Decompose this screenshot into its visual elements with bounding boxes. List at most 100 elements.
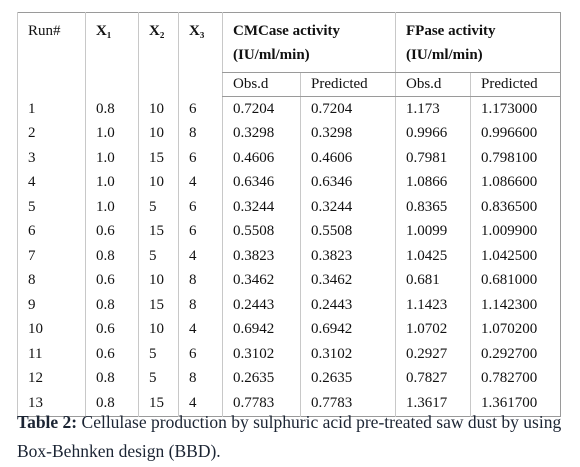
table-cell: 7 <box>17 244 86 269</box>
table-cell: 4 <box>178 391 223 416</box>
table-cell: 0.6942 <box>300 317 396 342</box>
table-cell: 1.070200 <box>470 317 561 342</box>
table-cell: 0.4606 <box>300 146 396 171</box>
table-cell: 1.0 <box>85 170 139 195</box>
subheader-cell: Predicted <box>300 72 396 97</box>
table-cell: 1.086600 <box>470 170 561 195</box>
table-row: 1 0.8 10 6 0.7204 0.7204 1.173 1.173000 <box>17 96 561 122</box>
table-cell: 0.681 <box>395 268 471 293</box>
table-cell: 0.292700 <box>470 342 561 367</box>
table-cell: 10 <box>138 317 179 342</box>
table-cell: 0.3298 <box>222 121 301 146</box>
table-cell: 10 <box>138 96 179 122</box>
table-cell: 10 <box>138 268 179 293</box>
table-cell: 15 <box>138 391 179 416</box>
table-cell: 6 <box>17 219 86 244</box>
table-cell: 0.836500 <box>470 195 561 220</box>
table-cell: 15 <box>138 219 179 244</box>
table-cell: 1.173 <box>395 96 471 122</box>
table-cell: 0.8 <box>85 391 139 416</box>
table-cell: 1.0866 <box>395 170 471 195</box>
header-cell: X₁ <box>85 12 139 97</box>
table-row: 8 0.6 10 8 0.3462 0.3462 0.681 0.681000 <box>17 268 561 293</box>
table-cell: 0.3244 <box>222 195 301 220</box>
table-cell: 5 <box>138 342 179 367</box>
table-cell: 0.7204 <box>300 96 396 122</box>
table-cell: 0.8 <box>85 366 139 391</box>
table-row: 11 0.6 5 6 0.3102 0.3102 0.2927 0.292700 <box>17 342 561 367</box>
table-cell: 0.3823 <box>222 244 301 269</box>
table-cell: 1.042500 <box>470 244 561 269</box>
table-cell: 0.6 <box>85 317 139 342</box>
caption-label: Table 2: <box>17 412 78 432</box>
table-cell: 0.6346 <box>222 170 301 195</box>
table-row: 7 0.8 5 4 0.3823 0.3823 1.0425 1.042500 <box>17 244 561 269</box>
table-cell: 0.3462 <box>300 268 396 293</box>
caption-text: Cellulase production by sulphuric acid p… <box>17 412 562 461</box>
header-cell: X₃ <box>178 12 223 97</box>
table-cell: 1.0 <box>85 146 139 171</box>
table-cell: 11 <box>17 342 86 367</box>
table-cell: 4 <box>178 244 223 269</box>
table-cell: 4 <box>178 170 223 195</box>
table-cell: 8 <box>178 293 223 318</box>
subheader-cell: Obs.d <box>222 72 301 97</box>
header-group: CMCase activity (IU/ml/min) <box>222 12 396 73</box>
table-cell: 0.3298 <box>300 121 396 146</box>
table-cell: 12 <box>17 366 86 391</box>
table-wrap: Run# X₁ X₂ X₃ CMCase activity (IU/ml/min… <box>17 12 561 417</box>
table-cell: 1.3617 <box>395 391 471 416</box>
table-cell: 0.5508 <box>300 219 396 244</box>
table-body: 1 0.8 10 6 0.7204 0.7204 1.173 1.173000 2 1.0 10 8 0… <box>17 96 561 416</box>
table-cell: 1.0702 <box>395 317 471 342</box>
table-cell: 6 <box>178 96 223 122</box>
table-row: 12 0.8 5 8 0.2635 0.2635 0.7827 0.782700 <box>17 366 561 391</box>
table-cell: 0.6 <box>85 342 139 367</box>
table-cell: 4 <box>17 170 86 195</box>
table-row: 13 0.8 15 4 0.7783 0.7783 1.3617 1.361700 <box>17 391 561 416</box>
table-cell: 1.0 <box>85 195 139 220</box>
table-cell: 6 <box>178 342 223 367</box>
table-cell: 8 <box>178 268 223 293</box>
table-cell: 15 <box>138 293 179 318</box>
table-cell: 0.681000 <box>470 268 561 293</box>
table-row: 4 1.0 10 4 0.6346 0.6346 1.0866 1.086600 <box>17 170 561 195</box>
table-cell: 8 <box>178 366 223 391</box>
table-cell: 0.2443 <box>222 293 301 318</box>
table-cell: 0.8365 <box>395 195 471 220</box>
table-cell: 1.173000 <box>470 96 561 122</box>
table-cell: 0.3244 <box>300 195 396 220</box>
table-cell: 4 <box>178 317 223 342</box>
table-cell: 2 <box>17 121 86 146</box>
table-cell: 0.6942 <box>222 317 301 342</box>
table-cell: 0.5508 <box>222 219 301 244</box>
table-cell: 1.361700 <box>470 391 561 416</box>
table-cell: 8 <box>178 121 223 146</box>
table-cell: 0.2443 <box>300 293 396 318</box>
header-cell: X₂ <box>138 12 179 97</box>
table-cell: 5 <box>138 195 179 220</box>
table-cell: 1.0425 <box>395 244 471 269</box>
table-cell: 0.3102 <box>300 342 396 367</box>
table-cell: 10 <box>138 121 179 146</box>
caption: Table 2: Cellulase production by sulphur… <box>17 408 565 466</box>
subheader-cell: Predicted <box>470 72 561 97</box>
table-row: 3 1.0 15 6 0.4606 0.4606 0.7981 0.798100 <box>17 146 561 171</box>
table-cell: 0.3102 <box>222 342 301 367</box>
table-cell: 0.2635 <box>300 366 396 391</box>
table-cell: 0.798100 <box>470 146 561 171</box>
table-row: 5 1.0 5 6 0.3244 0.3244 0.8365 0.836500 <box>17 195 561 220</box>
table-cell: 0.2927 <box>395 342 471 367</box>
table-cell: 0.3462 <box>222 268 301 293</box>
table-cell: 10 <box>17 317 86 342</box>
table-cell: 9 <box>17 293 86 318</box>
table-row: 10 0.6 10 4 0.6942 0.6942 1.0702 1.070200 <box>17 317 561 342</box>
table-cell: 0.8 <box>85 293 139 318</box>
table-row: 2 1.0 10 8 0.3298 0.3298 0.9966 0.996600 <box>17 121 561 146</box>
table-row: 6 0.6 15 6 0.5508 0.5508 1.0099 1.009900 <box>17 219 561 244</box>
table-cell: 0.6 <box>85 219 139 244</box>
table-cell: 3 <box>17 146 86 171</box>
table-cell: 8 <box>17 268 86 293</box>
table-cell: 5 <box>17 195 86 220</box>
table-cell: 15 <box>138 146 179 171</box>
